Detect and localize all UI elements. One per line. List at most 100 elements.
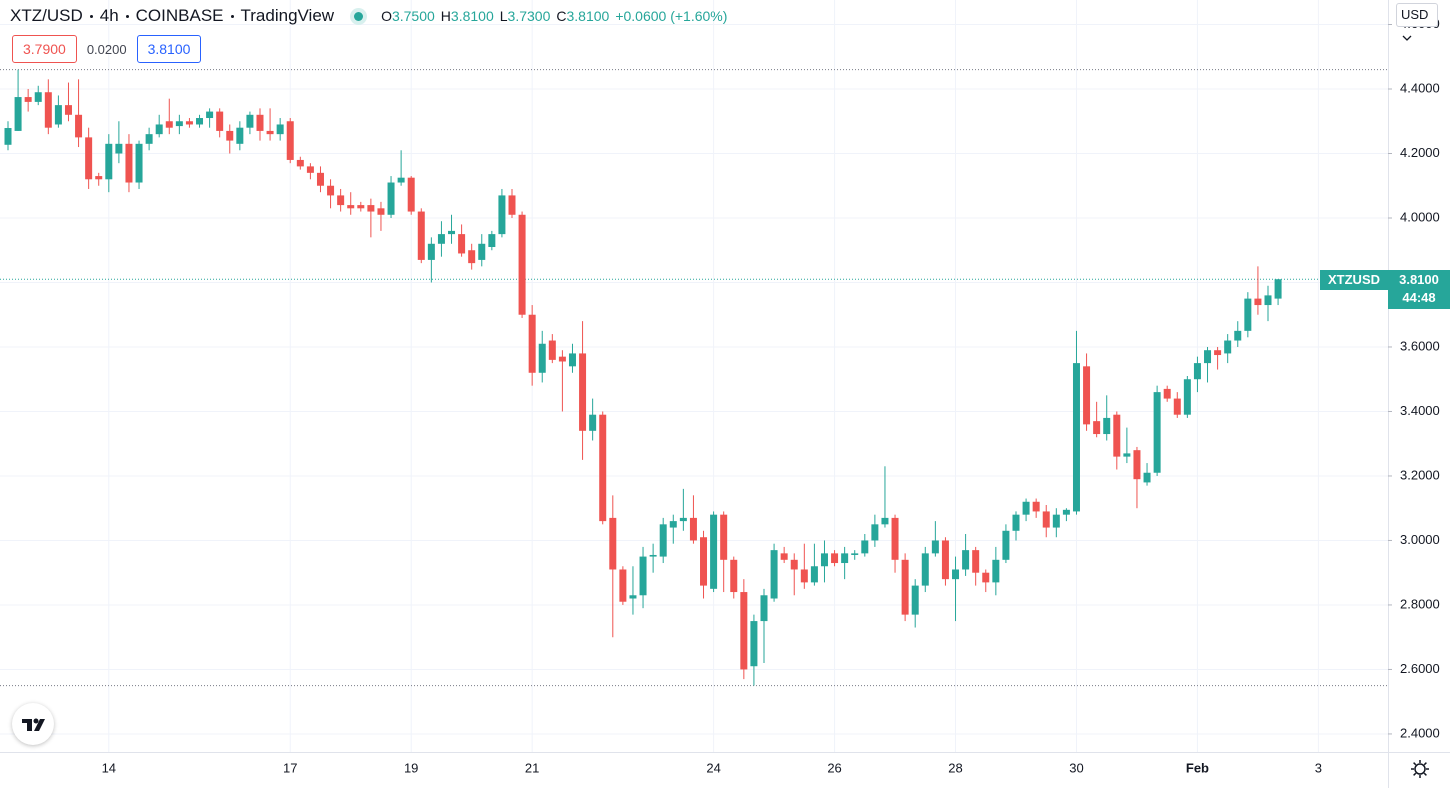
candle-body (629, 595, 637, 599)
buy-button[interactable]: 3.8100 (136, 35, 202, 63)
market-status[interactable] (354, 11, 364, 21)
candle-body (518, 214, 526, 315)
chevron (1402, 35, 1412, 41)
x-tick-label: 19 (404, 760, 418, 775)
candle-body (357, 205, 365, 209)
x-tick-label: 24 (706, 760, 720, 775)
y-tick-label: 4.0000 (1400, 209, 1440, 224)
candle-body (1204, 350, 1212, 364)
levels (0, 69, 1388, 687)
y-tick-label: 2.4000 (1400, 725, 1440, 740)
key: L (499, 8, 508, 24)
candle-body (891, 517, 899, 560)
candle-body (750, 621, 758, 667)
candle-body (861, 540, 869, 554)
candle-body (992, 559, 1000, 583)
candle-body (589, 414, 597, 431)
candle-body (1143, 472, 1151, 483)
candle-body (226, 130, 234, 141)
sell-button[interactable]: 3.7900 (12, 35, 77, 63)
currency: USD (1401, 7, 1429, 22)
candle-body (1153, 392, 1161, 473)
candle-body (941, 540, 949, 580)
candle-body (1173, 398, 1181, 415)
candle-body (871, 524, 879, 541)
settings-icon[interactable] (1411, 760, 1429, 778)
candle-body (1244, 298, 1252, 331)
candle-body (982, 572, 990, 583)
candle-body (952, 569, 960, 580)
candle-body (548, 340, 556, 360)
candle-body (820, 553, 828, 567)
candle-body (34, 92, 42, 102)
candle-body (306, 166, 314, 173)
y-tick-label: 4.2000 (1400, 145, 1440, 160)
candle-body (649, 554, 657, 557)
candle-body (367, 205, 375, 212)
y-tick-label: 3.2000 (1400, 467, 1440, 482)
candle-body (538, 343, 546, 373)
candle-body (1274, 279, 1282, 299)
candle-body (1022, 501, 1030, 515)
candle-body (720, 514, 728, 560)
candle-body (266, 130, 274, 135)
candle-body (1214, 350, 1222, 356)
candle-body (1042, 511, 1050, 528)
x-tick-label: 21 (525, 760, 539, 775)
ohlc-high: H3.8100 (441, 8, 494, 24)
key: O (381, 8, 392, 24)
separator (125, 14, 129, 18)
candle-body (851, 553, 859, 555)
gear (1414, 763, 1426, 775)
candle-body (216, 111, 224, 131)
candle-body (206, 111, 214, 119)
y-tick-label: 3.6000 (1400, 338, 1440, 353)
currency-select[interactable]: USD (1396, 3, 1438, 41)
candle-body (730, 559, 738, 593)
candle-body (427, 243, 435, 260)
logo[interactable] (12, 703, 54, 745)
candle-body (1052, 514, 1060, 528)
x-tick-label: 28 (948, 760, 962, 775)
candle-body (407, 177, 415, 212)
candle-body (1113, 414, 1121, 457)
candle-body (387, 182, 395, 215)
candle-body (669, 521, 677, 528)
candle-body (196, 118, 204, 125)
candle-body (4, 128, 12, 145)
candle-body (508, 195, 516, 215)
axes: 2.4000 2.6000 2.8000 3.0000 3.2000 3.4000 3.60… (102, 16, 1440, 775)
x-tick-label: Feb (1186, 760, 1209, 775)
candle-body (770, 550, 778, 599)
candle-body (1224, 340, 1232, 354)
candle-body (1234, 330, 1242, 341)
value: 3.7500 (391, 8, 435, 24)
price: 3.8100 (1399, 272, 1439, 287)
candle-body (95, 176, 103, 180)
candle-body (1254, 298, 1262, 306)
candle-body (921, 553, 929, 586)
separator (89, 14, 93, 18)
candle-body (125, 143, 133, 183)
value: 3.8100 (450, 8, 494, 24)
candle-body (316, 172, 324, 186)
y-tick-label: 3.4000 (1400, 403, 1440, 418)
candle-body (901, 559, 909, 615)
symbol: XTZ/USD (10, 6, 83, 25)
source: TradingView (240, 6, 335, 25)
candle-body (14, 97, 22, 131)
candle-body (780, 553, 788, 560)
candle-body (679, 517, 687, 522)
candle-body (740, 592, 748, 670)
candle-body (337, 195, 345, 206)
key: H (440, 8, 451, 24)
candle-body (1062, 509, 1070, 515)
candle-body (44, 92, 52, 128)
candle-body (609, 517, 617, 570)
price-label: 3.8100 44:48 (1388, 270, 1450, 309)
candle-body (841, 553, 849, 564)
interval: 4h (99, 6, 119, 25)
y-tick-label: 2.6000 (1400, 661, 1440, 676)
ohlc-low: L3.7300 (500, 8, 551, 24)
